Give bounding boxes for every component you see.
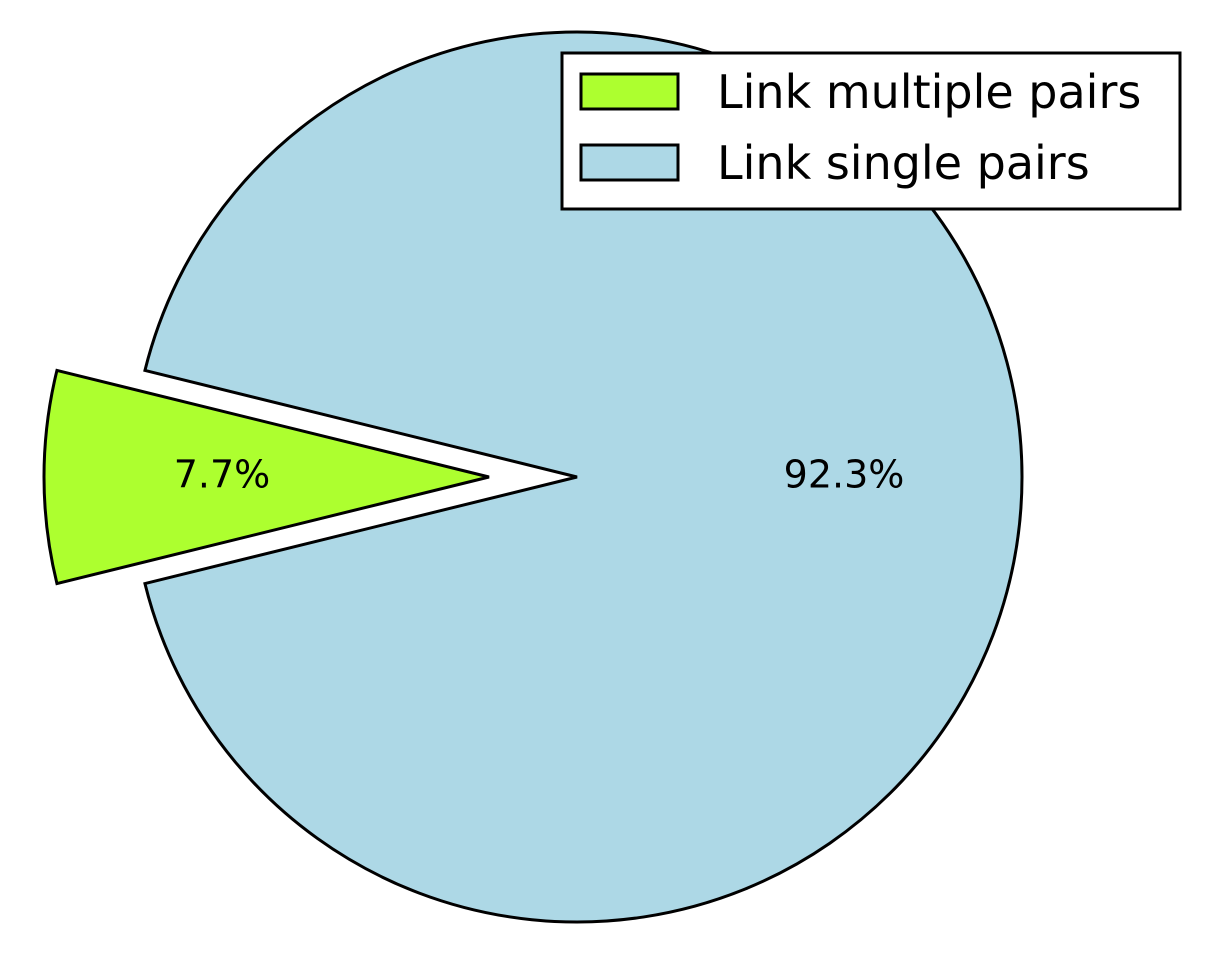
pie-label-link-single-pairs: 92.3%	[784, 453, 905, 497]
pie-slice-link-single-pairs	[143, 30, 1024, 924]
legend-swatch-link-single-pairs	[579, 143, 680, 182]
legend-label-link-multiple-pairs: Link multiple pairs	[717, 65, 1141, 119]
legend-frame	[560, 51, 1182, 211]
legend-swatch-link-multiple-pairs	[579, 72, 680, 111]
pie-label-link-multiple-pairs: 7.7%	[174, 453, 271, 497]
legend-label-link-single-pairs: Link single pairs	[717, 136, 1090, 190]
pie-slice-link-multiple-pairs	[42, 368, 490, 586]
legend: Link multiple pairs Link single pairs	[560, 51, 1182, 211]
pie-slices	[42, 30, 1024, 924]
pie-labels: 7.7% 92.3%	[174, 453, 905, 497]
